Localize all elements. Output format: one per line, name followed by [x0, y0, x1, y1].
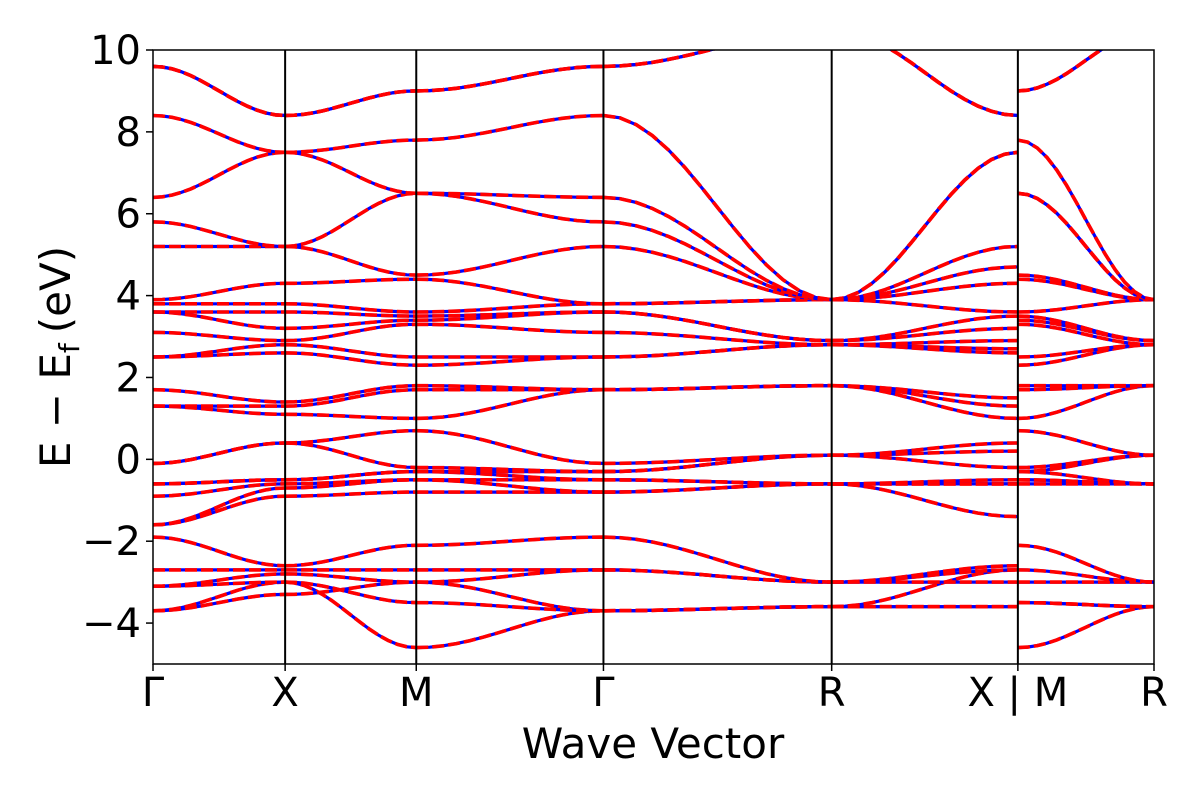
band-line-red-25	[153, 150, 1154, 302]
band-line-red-15	[153, 383, 1154, 404]
x-axis-title: Wave Vector	[522, 719, 785, 768]
y-tick-label-6: 8	[116, 110, 141, 156]
y-axis-ticks: −4 −2 0 2 4 6 8 10	[82, 28, 153, 647]
y-tick-label-5: 6	[116, 192, 141, 238]
x-tick-label-3: Γ	[592, 670, 615, 716]
band-line-red-23	[153, 244, 1154, 302]
y-axis-title-sub: f	[53, 342, 86, 353]
x-tick-label-2: M	[399, 670, 434, 716]
y-tick-label-4: 4	[116, 274, 141, 320]
y-tick-label-7: 10	[90, 28, 141, 74]
y-tick-label-2: 0	[116, 437, 141, 483]
bands-layer	[153, 50, 1154, 650]
band-line-red-4	[153, 568, 1154, 584]
band-line-red-12	[153, 428, 1154, 466]
band-line-red-24	[153, 191, 1154, 302]
plot-frame	[152, 49, 1155, 665]
y-axis-title: E − Ef (eV)	[31, 246, 86, 468]
x-axis-ticks: Γ X M Γ R X | M R	[142, 664, 1168, 716]
band-line-red-18	[153, 322, 1154, 347]
band-line-red-26	[153, 113, 1154, 302]
band-line-red-5	[153, 535, 1154, 584]
band-line-red-17	[153, 342, 1154, 359]
x-tick-label-0: Γ	[142, 670, 165, 716]
x-tick-label-4: R	[818, 670, 846, 716]
kpoint-divider-lines	[284, 50, 1019, 664]
x-tick-label-6: R	[1140, 670, 1168, 716]
band-line-red-7	[153, 478, 1154, 527]
band-line-red-28	[153, 50, 1105, 118]
band-line-red-20	[153, 310, 1154, 343]
y-axis-title-main: E − E	[31, 353, 80, 468]
y-tick-label-0: −4	[82, 601, 141, 647]
y-tick-label-3: 2	[116, 355, 141, 401]
band-line-red-22	[153, 277, 1154, 306]
band-line-red-2	[153, 580, 1154, 613]
x-tick-label-5: X | M	[967, 670, 1068, 716]
y-axis-title-unit: (eV)	[31, 246, 80, 333]
y-tick-label-1: −2	[82, 519, 141, 565]
x-tick-label-1: X	[271, 670, 298, 716]
